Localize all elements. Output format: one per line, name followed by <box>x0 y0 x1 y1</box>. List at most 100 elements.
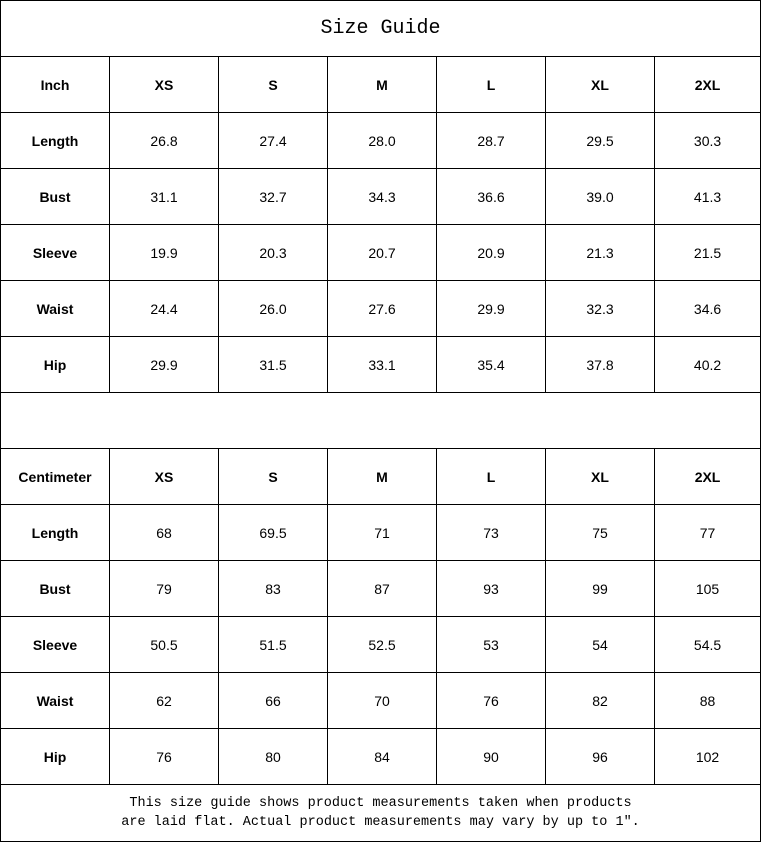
row-label: Bust <box>0 168 110 225</box>
measurement-cell: 62 <box>109 672 219 729</box>
measurement-cell: 96 <box>545 728 655 785</box>
measurement-cell: 84 <box>327 728 437 785</box>
measurement-cell: 71 <box>327 504 437 561</box>
measurement-cell: 32.3 <box>545 280 655 337</box>
measurement-cell: 32.7 <box>218 168 328 225</box>
row-label: Waist <box>0 280 110 337</box>
measurement-cell: 68 <box>109 504 219 561</box>
measurement-cell: 35.4 <box>436 336 546 393</box>
size-header-l: L <box>436 448 546 505</box>
spacer-row <box>0 392 761 449</box>
measurement-cell: 51.5 <box>218 616 328 673</box>
table-row: Hip 76 80 84 90 96 102 <box>0 728 761 785</box>
measurement-cell: 20.7 <box>327 224 437 281</box>
measurement-cell: 73 <box>436 504 546 561</box>
size-header-2xl: 2XL <box>653 56 761 113</box>
measurement-cell: 34.6 <box>653 280 761 337</box>
footer-note: This size guide shows product measuremen… <box>0 784 761 842</box>
table-row: Bust 31.1 32.7 34.3 36.6 39.0 41.3 <box>0 168 761 225</box>
row-label: Hip <box>0 336 110 393</box>
measurement-cell: 82 <box>545 672 655 729</box>
measurement-cell: 53 <box>436 616 546 673</box>
measurement-cell: 29.5 <box>545 112 655 169</box>
measurement-cell: 75 <box>545 504 655 561</box>
measurement-cell: 28.7 <box>436 112 546 169</box>
measurement-cell: 79 <box>109 560 219 617</box>
table-row: Bust 79 83 87 93 99 105 <box>0 560 761 617</box>
measurement-cell: 28.0 <box>327 112 437 169</box>
row-label: Waist <box>0 672 110 729</box>
size-header-xs: XS <box>109 448 219 505</box>
spacer-cell <box>0 392 761 449</box>
measurement-cell: 31.1 <box>109 168 219 225</box>
measurement-cell: 39.0 <box>545 168 655 225</box>
measurement-cell: 41.3 <box>653 168 761 225</box>
measurement-cell: 27.6 <box>327 280 437 337</box>
measurement-cell: 80 <box>218 728 328 785</box>
row-label: Sleeve <box>0 224 110 281</box>
size-header-m: M <box>327 448 437 505</box>
measurement-cell: 83 <box>218 560 328 617</box>
unit-label: Inch <box>0 56 110 113</box>
table-row: Waist 24.4 26.0 27.6 29.9 32.3 34.6 <box>0 280 761 337</box>
measurement-cell: 88 <box>653 672 761 729</box>
table-row: Length 68 69.5 71 73 75 77 <box>0 504 761 561</box>
measurement-cell: 77 <box>653 504 761 561</box>
measurement-cell: 69.5 <box>218 504 328 561</box>
measurement-cell: 93 <box>436 560 546 617</box>
measurement-cell: 29.9 <box>436 280 546 337</box>
measurement-cell: 33.1 <box>327 336 437 393</box>
table-row: Hip 29.9 31.5 33.1 35.4 37.8 40.2 <box>0 336 761 393</box>
size-header-s: S <box>218 56 328 113</box>
footer-line-1: This size guide shows product measuremen… <box>129 796 632 811</box>
table-row: Sleeve 19.9 20.3 20.7 20.9 21.3 21.5 <box>0 224 761 281</box>
measurement-cell: 102 <box>653 728 761 785</box>
size-header-xs: XS <box>109 56 219 113</box>
measurement-cell: 90 <box>436 728 546 785</box>
table-row: Sleeve 50.5 51.5 52.5 53 54 54.5 <box>0 616 761 673</box>
measurement-cell: 76 <box>436 672 546 729</box>
measurement-cell: 20.3 <box>218 224 328 281</box>
measurement-cell: 70 <box>327 672 437 729</box>
table-row: Waist 62 66 70 76 82 88 <box>0 672 761 729</box>
row-label: Length <box>0 504 110 561</box>
measurement-cell: 19.9 <box>109 224 219 281</box>
row-label: Length <box>0 112 110 169</box>
measurement-cell: 54.5 <box>653 616 761 673</box>
measurement-cell: 99 <box>545 560 655 617</box>
measurement-cell: 40.2 <box>653 336 761 393</box>
measurement-cell: 105 <box>653 560 761 617</box>
row-label: Bust <box>0 560 110 617</box>
measurement-cell: 52.5 <box>327 616 437 673</box>
measurement-cell: 36.6 <box>436 168 546 225</box>
row-label: Sleeve <box>0 616 110 673</box>
size-header-2xl: 2XL <box>653 448 761 505</box>
measurement-cell: 26.8 <box>109 112 219 169</box>
footer-line-2: are laid flat. Actual product measuremen… <box>121 815 640 830</box>
size-header-l: L <box>436 56 546 113</box>
table-row: Length 26.8 27.4 28.0 28.7 29.5 30.3 <box>0 112 761 169</box>
size-header-m: M <box>327 56 437 113</box>
measurement-cell: 31.5 <box>218 336 328 393</box>
measurement-cell: 24.4 <box>109 280 219 337</box>
title-row: Size Guide <box>0 0 761 57</box>
footer-row: This size guide shows product measuremen… <box>0 784 761 842</box>
centimeter-header-row: Centimeter XS S M L XL 2XL <box>0 448 761 505</box>
measurement-cell: 20.9 <box>436 224 546 281</box>
size-header-s: S <box>218 448 328 505</box>
measurement-cell: 54 <box>545 616 655 673</box>
size-header-xl: XL <box>545 448 655 505</box>
measurement-cell: 87 <box>327 560 437 617</box>
unit-label: Centimeter <box>0 448 110 505</box>
measurement-cell: 21.5 <box>653 224 761 281</box>
measurement-cell: 26.0 <box>218 280 328 337</box>
row-label: Hip <box>0 728 110 785</box>
measurement-cell: 76 <box>109 728 219 785</box>
measurement-cell: 21.3 <box>545 224 655 281</box>
measurement-cell: 29.9 <box>109 336 219 393</box>
page-title: Size Guide <box>0 0 761 57</box>
measurement-cell: 27.4 <box>218 112 328 169</box>
measurement-cell: 66 <box>218 672 328 729</box>
measurement-cell: 34.3 <box>327 168 437 225</box>
